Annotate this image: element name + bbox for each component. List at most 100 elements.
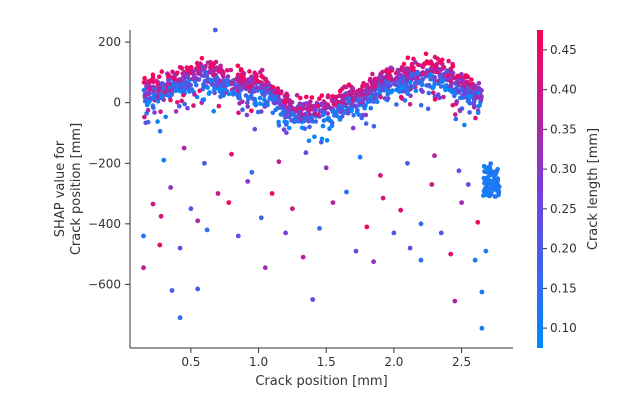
scatter-point — [201, 97, 207, 102]
scatter-point — [200, 64, 205, 70]
colorbar-tick-label: 0.35 — [550, 122, 577, 136]
scatter-point — [304, 112, 309, 118]
scatter-point — [416, 62, 421, 68]
scatter-point — [323, 165, 329, 171]
scatter-point — [159, 95, 165, 100]
scatter-point — [282, 102, 288, 108]
scatter-point — [365, 99, 371, 104]
scatter-point — [415, 81, 421, 86]
scatter-point — [284, 130, 289, 136]
scatter-point — [446, 58, 452, 64]
scatter-point — [182, 88, 187, 94]
scatter-point — [404, 77, 409, 82]
scatter-point — [488, 178, 494, 184]
scatter-point — [426, 90, 432, 96]
scatter-point — [304, 94, 309, 100]
scatter-point — [145, 119, 151, 125]
scatter-point — [472, 98, 477, 103]
scatter-point — [165, 74, 171, 79]
scatter-point — [448, 79, 454, 84]
scatter-point — [330, 200, 336, 206]
scatter-point — [476, 103, 482, 109]
scatter-point — [436, 66, 441, 72]
scatter-point — [380, 195, 386, 201]
scatter-point — [178, 65, 184, 70]
scatter-point — [182, 101, 187, 107]
scatter-point — [368, 105, 374, 111]
colorbar-tick-label: 0.10 — [550, 321, 577, 335]
scatter-point — [448, 71, 454, 77]
scatter-point — [235, 233, 241, 239]
scatter-point — [496, 192, 501, 198]
scatter-point — [418, 221, 424, 227]
scatter-point — [384, 67, 390, 72]
scatter-point — [304, 101, 309, 106]
scatter-point — [495, 182, 500, 187]
scatter-point — [158, 213, 164, 219]
scatter-point — [378, 73, 383, 78]
scatter-point — [245, 100, 250, 105]
scatter-point — [454, 99, 460, 104]
scatter-point — [483, 185, 488, 191]
axes — [129, 30, 513, 349]
scatter-point — [447, 87, 452, 93]
scatter-point — [225, 82, 231, 87]
scatter-point — [261, 82, 266, 88]
scatter-point — [407, 245, 413, 251]
scatter-point — [203, 70, 209, 75]
scatter-point — [411, 56, 416, 62]
scatter-point — [432, 153, 437, 159]
scatter-point — [229, 80, 234, 86]
scatter-point — [283, 230, 288, 236]
scatter-point — [444, 69, 450, 74]
scatter-point — [365, 92, 370, 97]
scatter-point — [313, 119, 319, 124]
scatter-point — [357, 154, 363, 160]
scatter-point — [337, 103, 342, 109]
scatter-point — [173, 88, 179, 93]
scatter-point — [158, 109, 163, 114]
scatter-point — [473, 115, 478, 121]
scatter-point — [484, 192, 490, 198]
scatter-point — [481, 189, 487, 194]
scatter-point — [248, 93, 254, 99]
scatter-point — [247, 69, 252, 74]
scatter-point — [353, 248, 359, 254]
scatter-point — [307, 124, 312, 130]
scatter-point — [152, 92, 157, 98]
scatter-point — [238, 79, 244, 85]
scatter-point — [237, 96, 242, 101]
scatter-point — [250, 82, 255, 88]
scatter-point — [392, 79, 397, 85]
scatter-point — [147, 96, 152, 101]
scatter-point — [420, 76, 426, 82]
scatter-point — [241, 74, 246, 79]
colorbar-tick-label: 0.45 — [550, 43, 577, 57]
scatter-point — [225, 74, 231, 79]
colorbar-tick-label: 0.40 — [550, 83, 577, 97]
scatter-point — [215, 191, 221, 196]
scatter-point — [236, 110, 241, 116]
scatter-point — [152, 110, 157, 115]
scatter-point — [432, 78, 437, 84]
scatter-point — [295, 119, 301, 124]
scatter-point — [239, 68, 244, 73]
scatter-point — [294, 92, 300, 98]
scatter-point — [290, 206, 295, 212]
scatter-point — [403, 67, 409, 73]
scatter-point — [370, 71, 375, 77]
scatter-point — [283, 122, 289, 127]
scatter-point — [361, 103, 366, 108]
scatter-point — [221, 87, 227, 92]
scatter-point — [467, 110, 472, 115]
scatter-point — [337, 88, 343, 94]
scatter-point — [355, 108, 360, 113]
scatter-point — [144, 111, 149, 116]
scatter-point — [398, 207, 404, 213]
scatter-point — [327, 126, 332, 131]
y-axis-label-line-1: SHAP value for — [53, 140, 68, 237]
scatter-point — [494, 188, 499, 193]
scatter-point — [202, 160, 207, 166]
scatter-point — [429, 182, 435, 187]
